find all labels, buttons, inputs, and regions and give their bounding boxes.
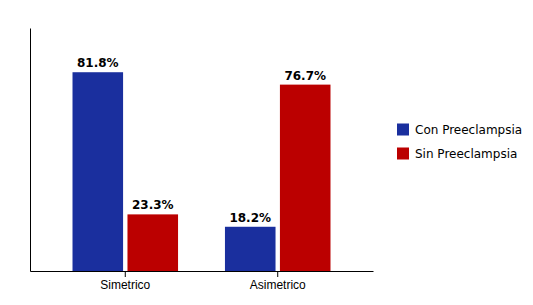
x-axis: Simetrico Asimetrico [31,271,374,292]
chart: 81.8% 18.2% 23.3% 76.7% Simetrico Asimetrico C… [0,0,533,305]
y-axis-line [30,29,31,272]
legend-item: Sin Preeclampsia [397,147,517,161]
bar [280,85,331,271]
plot: 81.8% 18.2% 23.3% 76.7% Simetrico Asimetrico [31,29,374,292]
bars [73,72,331,271]
legend-label: Sin Preeclampsia [415,147,517,161]
data-labels: 81.8% 18.2% 23.3% 76.7% [77,56,326,225]
x-tick: Simetrico [100,271,150,292]
x-tick-label: Simetrico [100,278,150,292]
x-tick: Asimetrico [250,271,306,292]
bar [127,214,178,271]
data-label: 76.7% [284,69,326,83]
legend: Con Preeclampsia Sin Preeclampsia [397,123,522,161]
x-axis-line [31,271,374,272]
data-label: 23.3% [132,198,174,212]
x-tick-mark [277,271,278,277]
legend-label: Con Preeclampsia [415,123,522,137]
x-tick-mark [125,271,126,277]
x-tick-label: Asimetrico [250,278,306,292]
bar [225,227,276,271]
data-label: 18.2% [229,211,271,225]
legend-item: Con Preeclampsia [397,123,522,137]
data-label: 81.8% [77,56,119,70]
legend-swatch [397,148,409,160]
legend-swatch [397,124,409,136]
bar [73,72,124,271]
y-axis [30,29,31,272]
